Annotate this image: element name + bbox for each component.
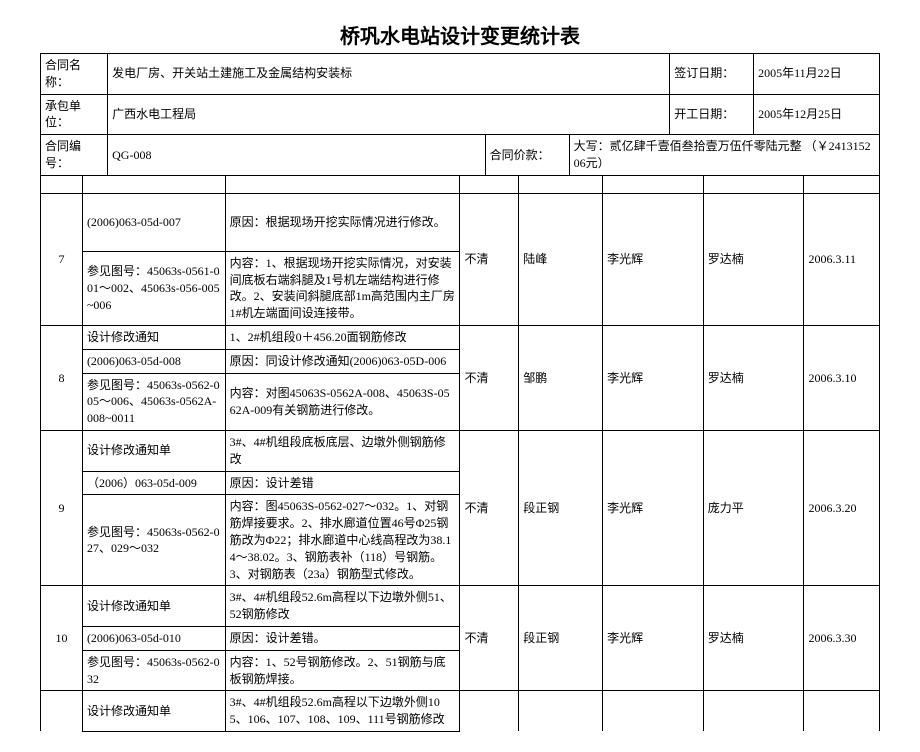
cell: 内容：对图45063S-0562A-008、45063S-0562A-009有关…: [225, 373, 460, 430]
cell: (2006)063-05d-010: [82, 626, 225, 650]
row-index: 9: [41, 430, 83, 585]
page-title: 桥巩水电站设计变更统计表: [40, 20, 880, 49]
detail-table: 7 (2006)063-05d-007 原因：根据现场开挖实际情况进行修改。 不…: [40, 175, 880, 732]
cell: 参见图号：45063s-0562-005～006、45063s-0562A-00…: [82, 373, 225, 430]
cell: 段正钢: [519, 430, 603, 585]
cell: 原因：设计差错: [225, 471, 460, 495]
cell: (2006)063-05d-007: [82, 193, 225, 251]
cell: 2006.3.11: [804, 193, 880, 325]
sign-date: 2005年11月22日: [754, 54, 880, 95]
row-index: 7: [41, 193, 83, 325]
cell: 2006.3.10: [804, 325, 880, 430]
contract-price-label: 合同价款：: [485, 135, 569, 176]
cell: 内容：图45063S-0562-027～032。1、对钢筋焊接要求。2、排水廊道…: [225, 495, 460, 586]
cell: 3#、4#机组段52.6m高程以下边墩外侧105、106、107、108、109…: [225, 691, 460, 732]
cell: 内容：1、52号钢筋修改。2、51钢筋与底板钢筋焊接。: [225, 650, 460, 691]
contract-name: 发电厂房、开关站土建施工及金属结构安装标: [108, 54, 670, 95]
cell: 3#、4#机组段52.6m高程以下边墩外侧51、52钢筋修改: [225, 586, 460, 627]
contractor: 广西水电工程局: [108, 94, 670, 135]
cell: 原因：根据现场开挖实际情况进行修改。: [225, 193, 460, 251]
cell: 不清: [460, 430, 519, 585]
cell: 内容：1、根据现场开挖实际情况，对安装间底板右端斜腿及1号机左端结构进行修改。2…: [225, 251, 460, 325]
cell: 设计修改通知单: [82, 586, 225, 627]
cell: 1、2#机组段0＋456.20面钢筋修改: [225, 325, 460, 349]
cell: 3#、4#机组段底板底层、边墩外侧钢筋修改: [225, 430, 460, 471]
cell: 罗达楠: [703, 325, 804, 430]
cell: 罗达楠: [703, 586, 804, 691]
row-index: 8: [41, 325, 83, 430]
start-date-label: 开工日期：: [670, 94, 754, 135]
cell: 李光辉: [603, 325, 704, 430]
cell: 设计修改通知: [82, 325, 225, 349]
contract-no-label: 合同编号：: [41, 135, 108, 176]
start-date: 2005年12月25日: [754, 94, 880, 135]
cell: 段正钢: [519, 586, 603, 691]
contract-price: 大写：贰亿肆千壹佰叁拾壹万伍仟零陆元整 （￥241315206元）: [569, 135, 879, 176]
contractor-label: 承包单位：: [41, 94, 108, 135]
cell: 李光辉: [603, 193, 704, 325]
cell: 设计修改通知单: [82, 430, 225, 471]
cell: 参见图号：45063s-0561-001～002、45063s-056-005~…: [82, 251, 225, 325]
cell: 不清: [460, 586, 519, 691]
cell: 罗达楠: [703, 193, 804, 325]
contract-name-label: 合同名称：: [41, 54, 108, 95]
cell: 设计修改通知单: [82, 691, 225, 732]
cell: 陆峰: [519, 193, 603, 325]
cell: 2006.3.30: [804, 586, 880, 691]
cell: (2006)063-05d-008: [82, 349, 225, 373]
cell: 不清: [460, 193, 519, 325]
cell: 参见图号：45063s-0562-032: [82, 650, 225, 691]
cell: （2006）063-05d-009: [82, 471, 225, 495]
row-index: 10: [41, 586, 83, 691]
cell: 2006.3.20: [804, 430, 880, 585]
cell: 李光辉: [603, 430, 704, 585]
header-table: 合同名称： 发电厂房、开关站土建施工及金属结构安装标 签订日期： 2005年11…: [40, 53, 880, 176]
cell: 李光辉: [603, 586, 704, 691]
cell: 参见图号：45063s-0562-027、029～032: [82, 495, 225, 586]
cell: 邹鹏: [519, 325, 603, 430]
sign-date-label: 签订日期：: [670, 54, 754, 95]
cell: 不清: [460, 325, 519, 430]
cell: 庞力平: [703, 430, 804, 585]
contract-no: QG-008: [108, 135, 486, 176]
cell: 原因：同设计修改通知(2006)063-05D-006: [225, 349, 460, 373]
cell: 原因：设计差错。: [225, 626, 460, 650]
